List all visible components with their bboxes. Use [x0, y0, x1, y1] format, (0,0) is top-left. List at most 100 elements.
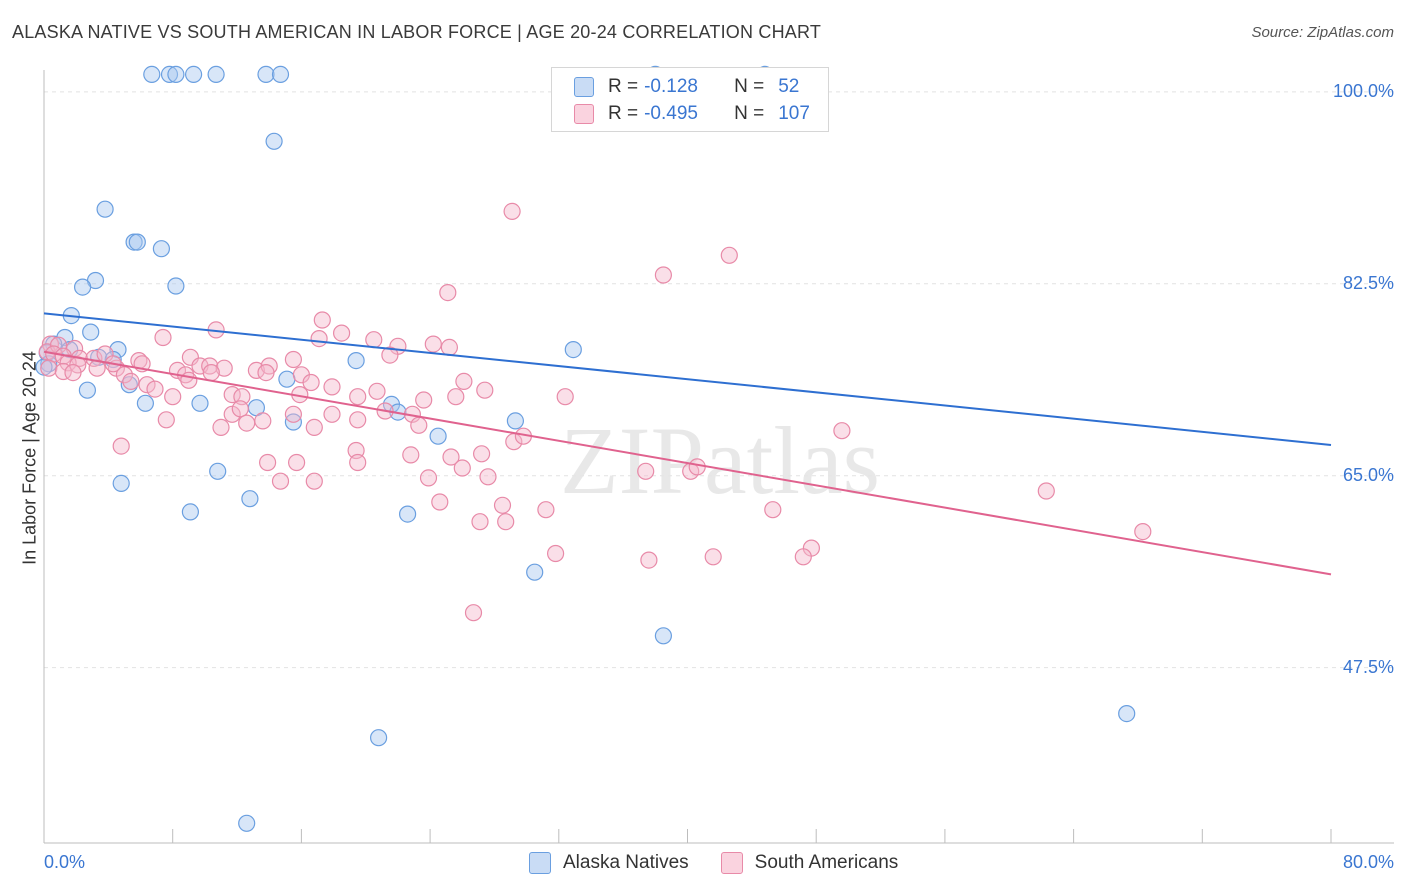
axes [43, 70, 1394, 844]
data-point [368, 382, 386, 400]
data-point [503, 202, 521, 220]
legend-item-alaska-natives: Alaska Natives [529, 852, 689, 874]
data-point [207, 65, 225, 84]
data-point [49, 336, 68, 354]
data-point [440, 338, 458, 356]
data-point [794, 548, 812, 566]
data-point [431, 493, 449, 511]
data-point [302, 373, 320, 392]
data-point [704, 548, 722, 566]
data-point [506, 412, 525, 430]
gridlines [44, 91, 1394, 669]
data-point [415, 391, 433, 409]
data-point [365, 331, 383, 349]
y-tick-label: 65.0% [1342, 464, 1394, 485]
legend-label: Alaska Natives [563, 852, 689, 873]
legend-item-south-americans: South Americans [720, 852, 899, 874]
n-value: 107 [778, 103, 810, 124]
data-point [112, 437, 130, 455]
data-point [546, 544, 565, 563]
data-point [313, 311, 331, 329]
data-point [447, 388, 465, 406]
chart-title: ALASKA NATIVE VS SOUTH AMERICAN IN LABOR… [12, 22, 822, 42]
data-point [654, 627, 673, 645]
data-point [497, 513, 515, 531]
data-point [115, 366, 134, 384]
data-point [349, 411, 367, 429]
data-point [305, 472, 323, 490]
legend-swatch-south-americans [720, 852, 743, 874]
data-point [143, 65, 161, 84]
data-point [381, 346, 399, 364]
data-point [82, 323, 100, 341]
data-point [410, 416, 428, 434]
data-point [201, 357, 219, 375]
data-point [78, 381, 97, 399]
data-point [257, 364, 275, 382]
data-point [265, 132, 283, 150]
data-point [1118, 704, 1136, 723]
data-point [370, 729, 388, 747]
data-point [202, 364, 220, 382]
x-tick-label-max: 80.0% [1342, 852, 1394, 872]
stats-legend: R = -0.128 N = 52 R = -0.495 N = 107 [551, 67, 829, 132]
data-point [167, 277, 185, 295]
data-point [473, 445, 491, 463]
data-point [429, 427, 447, 445]
data-point [278, 370, 296, 388]
data-point [556, 388, 574, 406]
x-tick-label-min: 0.0% [44, 852, 86, 872]
data-point [1037, 482, 1055, 500]
data-point [128, 233, 146, 251]
y-tick-label: 47.5% [1342, 656, 1394, 677]
data-point [310, 330, 328, 348]
y-tick-label: 100.0% [1332, 80, 1394, 101]
data-point [160, 65, 179, 84]
y-axis-title: In Labor Force | Age 20-24 [19, 351, 40, 565]
data-point [157, 411, 175, 429]
stats-row-south-americans: R = -0.495 N = 107 [574, 102, 810, 126]
data-point [479, 468, 497, 486]
trend-line [43, 312, 1332, 446]
legend-swatch-alaska-natives [529, 852, 551, 874]
data-point [349, 388, 367, 406]
data-point [323, 378, 341, 396]
data-point [349, 453, 367, 472]
data-point [764, 501, 782, 519]
series-legend: Alaska Natives South Americans [529, 852, 930, 874]
data-point [493, 496, 512, 514]
data-point [288, 453, 306, 472]
data-point [564, 341, 582, 359]
data-point [73, 278, 92, 296]
data-point [167, 65, 185, 84]
data-point [442, 448, 460, 466]
source-label: Source: ZipAtlas.com [1251, 24, 1394, 41]
r-value: -0.495 [644, 103, 698, 124]
n-label: N = [734, 76, 765, 97]
data-point [271, 65, 290, 84]
data-point [402, 446, 420, 464]
data-point [40, 359, 58, 377]
data-point [112, 474, 130, 492]
data-point [138, 376, 156, 394]
data-point [212, 418, 230, 436]
data-point [238, 414, 256, 432]
data-point [284, 350, 302, 369]
series-alaska-natives [35, 65, 1136, 832]
r-label: R = [608, 103, 639, 124]
r-value: -0.128 [644, 76, 698, 97]
data-point [257, 65, 275, 84]
legend-label: South Americans [754, 852, 899, 873]
data-point [185, 65, 203, 84]
n-value: 52 [778, 76, 800, 97]
data-point [231, 400, 249, 418]
data-point [238, 814, 256, 832]
data-point [271, 472, 290, 490]
data-point [323, 405, 341, 423]
data-point [640, 551, 658, 569]
data-point [146, 380, 164, 398]
data-point [64, 364, 82, 382]
data-point [455, 372, 473, 390]
data-point [191, 394, 209, 412]
